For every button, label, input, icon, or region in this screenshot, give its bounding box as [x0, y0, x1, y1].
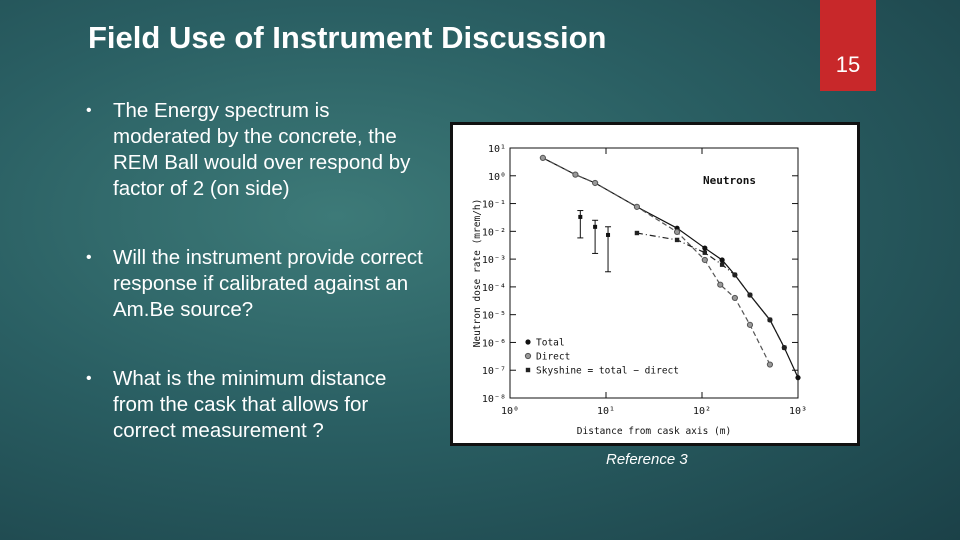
y-tick-label: 10⁻⁸: [482, 394, 506, 405]
legend-marker: [524, 352, 532, 360]
point: [731, 294, 738, 302]
y-tick-label: 10⁻²: [482, 227, 506, 238]
y-tick-label: 10⁰: [488, 172, 506, 183]
x-tick-label: 10³: [789, 406, 807, 417]
legend-marker: [525, 367, 531, 373]
bullet-list: The Energy spectrum is moderated by the …: [86, 98, 431, 487]
y-tick-label: 10⁻⁶: [482, 338, 506, 349]
x-tick-label: 10¹: [597, 406, 615, 417]
x-tick-label: 10²: [693, 406, 711, 417]
bullet: Will the instrument provide correct resp…: [86, 245, 431, 323]
series-line: [636, 232, 785, 348]
point: [572, 171, 579, 178]
measured-point: [578, 214, 583, 219]
y-axis-label: Neutron dose rate (mrem/h): [472, 199, 483, 348]
y-tick-label: 10⁻⁷: [482, 366, 506, 377]
point: [634, 230, 640, 236]
point: [701, 256, 708, 264]
x-axis-label: Distance from cask axis (m): [577, 426, 731, 437]
measured-point: [593, 224, 598, 229]
point: [539, 154, 546, 162]
point: [719, 257, 725, 263]
point: [767, 317, 773, 323]
y-tick-label: 10¹: [488, 144, 506, 155]
point: [746, 321, 754, 328]
legend-label: Total: [536, 338, 565, 349]
chart-frame: [450, 122, 860, 446]
y-tick-label: 10⁻¹: [482, 200, 506, 211]
point: [717, 281, 724, 288]
point: [674, 237, 680, 243]
point: [673, 228, 681, 236]
point: [766, 361, 774, 368]
point: [795, 375, 801, 381]
plot-area: [509, 147, 799, 399]
page-badge: 15: [820, 0, 876, 91]
measured-point: [606, 232, 611, 237]
point: [633, 203, 641, 210]
y-tick-label: 10⁻⁴: [482, 283, 506, 294]
legend-label: Direct: [536, 352, 570, 363]
legend-label: Skyshine = total − direct: [536, 366, 679, 377]
y-tick-label: 10⁻⁵: [482, 311, 506, 322]
y-tick-label: 10⁻³: [482, 255, 506, 266]
page-number: 15: [835, 52, 861, 77]
point: [782, 345, 787, 350]
caption: Reference 3: [606, 451, 688, 468]
legend-marker: [525, 339, 531, 345]
point: [592, 179, 599, 187]
slide-title: Field Use of Instrument Discussion: [88, 20, 607, 55]
point: [702, 245, 708, 251]
point: [747, 292, 753, 298]
bullet: The Energy spectrum is moderated by the …: [86, 98, 431, 202]
chart: 10¹10⁰10⁻¹10⁻²10⁻³10⁻⁴10⁻⁵10⁻⁶10⁻⁷10⁻⁸10…: [450, 122, 860, 446]
point: [732, 272, 738, 278]
bullet: What is the minimum distance from the ca…: [86, 366, 431, 444]
annotation: Neutrons: [703, 174, 756, 187]
x-tick-label: 10⁰: [501, 406, 519, 417]
point: [719, 262, 725, 267]
series-line: [542, 157, 771, 365]
point: [702, 250, 708, 255]
